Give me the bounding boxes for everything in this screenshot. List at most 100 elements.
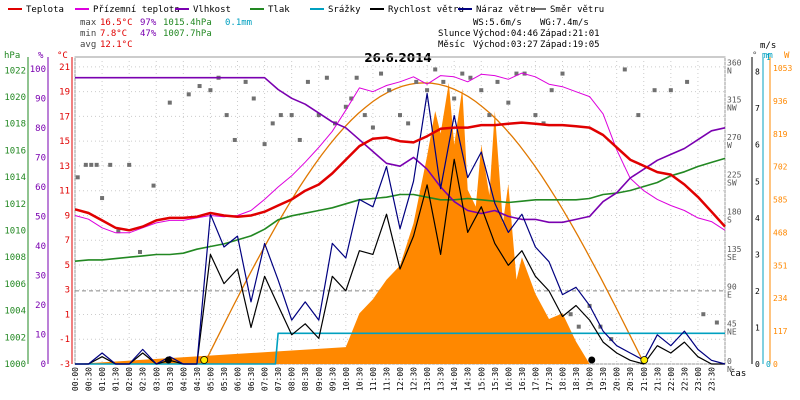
wind-direction-point [108,162,113,167]
x-tick-label: 00:30 [85,367,94,391]
legend: Teplota Přízemní teplota Vlhkost Tlak Srážky… [8,5,604,15]
wind-direction-point [343,104,348,109]
rain-tick: 1 [766,53,771,62]
wind-direction-point [487,113,492,118]
humidity-tick: 40 [35,242,46,252]
direction-label: W [727,141,732,150]
direction-tick: 225 [727,170,742,179]
direction-label: E [727,290,732,299]
wind-direction-point [208,88,213,93]
wind-direction-point [549,88,554,93]
stat-avg-temp: 12.1°C [100,40,133,50]
solar-tick: 936 [773,97,788,106]
x-tick-label: 17:30 [545,367,554,391]
sun-rise: Východ:04:46 [473,29,538,39]
humidity-tick: 90 [35,94,46,104]
direction-tick: 0 [727,357,732,366]
x-tick-label: 18:30 [572,367,581,391]
moon-label: Měsíc [438,40,465,50]
wind-direction-point [576,324,581,329]
legend-label: Vlhkost [193,5,231,15]
pressure-tick: 1004 [4,307,26,317]
x-tick-label: 08:00 [288,367,297,391]
x-tick-label: 03:30 [166,367,175,391]
unit-pct: % [38,51,44,61]
wind-direction-point [232,137,237,142]
x-tick-label: 20:30 [626,367,635,391]
wind-direction-point [533,113,538,118]
moonset-marker [588,356,596,364]
unit-degc: °C [57,51,68,61]
temperature-tick: 13 [59,162,70,172]
wind-direction-point [297,137,302,142]
wind-tick: 4 [755,214,760,223]
solar-area [75,82,725,365]
stat-max-label: max [80,18,97,28]
wind-direction-point [197,84,202,89]
direction-tick: 135 [727,245,742,254]
x-tick-label: 12:30 [410,367,419,391]
temperature-tick: 9 [65,211,70,221]
humidity-tick: 60 [35,183,46,193]
wind-tick: 5 [755,177,760,186]
wind-direction-point [251,96,256,101]
wind-tick: 2 [755,287,760,296]
pressure-tick: 1008 [4,253,26,263]
wind-direction-point [262,142,267,147]
x-tick-label: 09:30 [328,367,337,391]
wind-direction-point [495,79,500,84]
wind-direction-point [316,113,321,118]
direction-tick: 45 [727,320,737,329]
wind-direction-point [151,183,156,188]
wind-direction-point [652,88,657,93]
temperature-tick: -1 [59,335,70,345]
x-tick-label: 21:30 [653,367,662,391]
unit-w: W [784,51,790,61]
x-tick-label: 20:00 [613,367,622,391]
rain-tick: 0 [766,360,771,369]
direction-tick: 180 [727,208,742,217]
sun-moon-block: WS:5.6m/s WG:7.4m/s Slunce Východ:04:46 … [438,18,600,50]
wind-direction-point [479,88,484,93]
pressure-tick: 1014 [4,173,26,183]
wind-direction-point [514,71,519,76]
wind-direction-point [89,162,94,167]
temperature-tick: 19 [59,88,70,98]
x-tick-label: 13:30 [437,367,446,391]
direction-label: SW [727,178,737,187]
wind-direction-point [714,320,719,325]
wind-direction-point [441,79,446,84]
temperature-tick: 3 [65,286,70,296]
wind-direction-point [354,75,359,80]
stat-min-press: 1007.7hPa [163,29,212,39]
x-tick-label: 23:00 [694,367,703,391]
legend-label: Přízemní teplota [93,5,180,15]
time-axis-label: čas [730,368,746,379]
solar-tick: 117 [773,327,788,336]
wind-direction-point [468,75,473,80]
wind-tick: 3 [755,250,760,259]
wind-direction-point [167,100,172,105]
sunset-marker [640,356,649,364]
wind-direction-point [224,113,229,118]
humidity-tick: 80 [35,124,46,134]
temperature-tick: 5 [65,261,70,271]
wind-direction-point [568,312,573,317]
stat-avg-label: avg [80,40,96,50]
wind-direction-point [433,67,438,72]
x-tick-label: 19:30 [599,367,608,391]
humidity-tick: 100 [30,65,46,75]
pressure-tick: 1010 [4,227,26,237]
x-tick-label: 06:30 [247,367,256,391]
series-line-teplota [74,121,726,232]
stat-min-hum: 47% [140,29,157,39]
x-tick-label: 03:00 [152,367,161,391]
wind-direction-point [278,113,283,118]
wind-direction-point [75,175,80,180]
humidity-tick: 10 [35,330,46,340]
x-tick-label: 10:00 [342,367,351,391]
x-tick-label: 18:00 [559,367,568,391]
x-tick-label: 12:00 [396,367,405,391]
moonrise-marker [164,356,172,364]
